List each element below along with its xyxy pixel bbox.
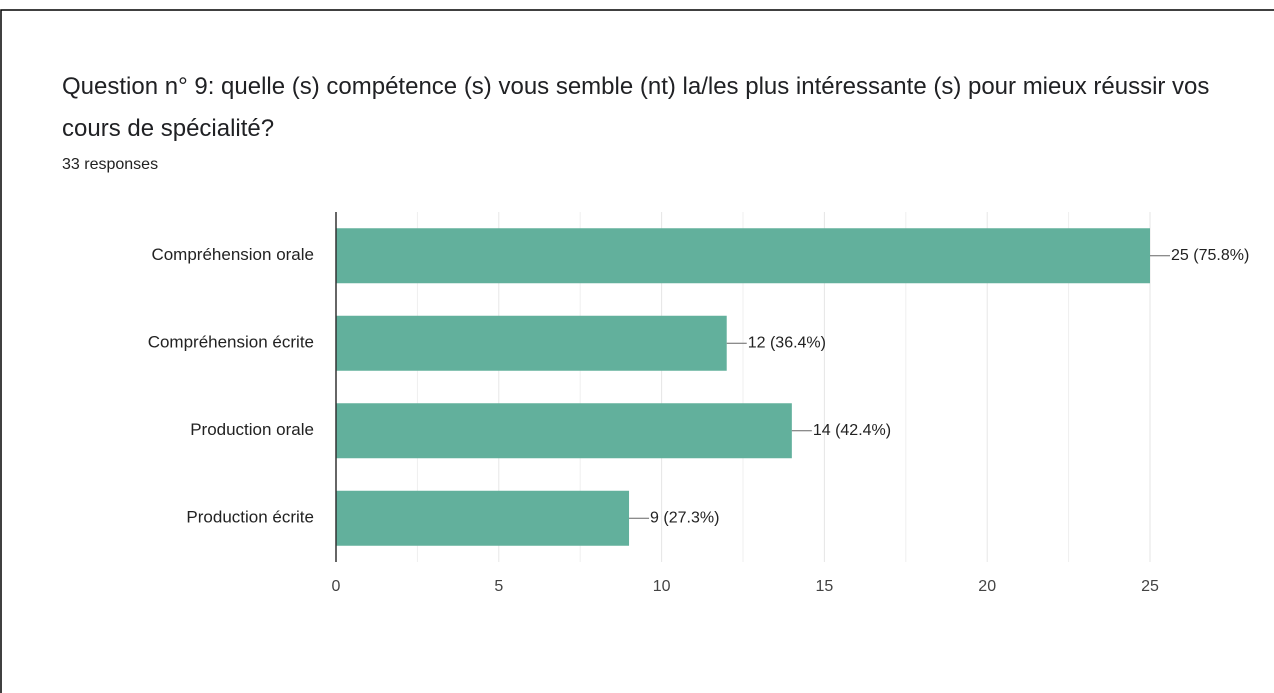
y-tick-label: Production orale [190, 420, 314, 439]
y-tick-label: Compréhension écrite [148, 333, 314, 352]
y-tick-label: Compréhension orale [151, 245, 314, 264]
value-label: 12 (36.4%) [748, 334, 826, 351]
x-tick-label: 20 [978, 578, 996, 595]
chart-title: Question n° 9: quelle (s) compétence (s)… [62, 73, 1210, 142]
title-box: Question n° 9: quelle (s) compétence (s)… [62, 73, 1210, 142]
x-tick-label: 0 [332, 578, 341, 595]
chart-subtitle: 33 responses [62, 156, 158, 173]
x-tick-label: 10 [653, 578, 671, 595]
bar [336, 490, 630, 546]
bar [336, 315, 727, 371]
value-label: 14 (42.4%) [813, 422, 891, 439]
value-label: 25 (75.8%) [1171, 247, 1249, 264]
bar [336, 228, 1150, 284]
x-tick-label: 5 [494, 578, 503, 595]
value-label: 9 (27.3%) [650, 509, 719, 526]
x-tick-label: 25 [1141, 578, 1159, 595]
y-tick-label: Production écrite [186, 508, 314, 527]
bar [336, 403, 792, 459]
x-tick-label: 15 [816, 578, 834, 595]
